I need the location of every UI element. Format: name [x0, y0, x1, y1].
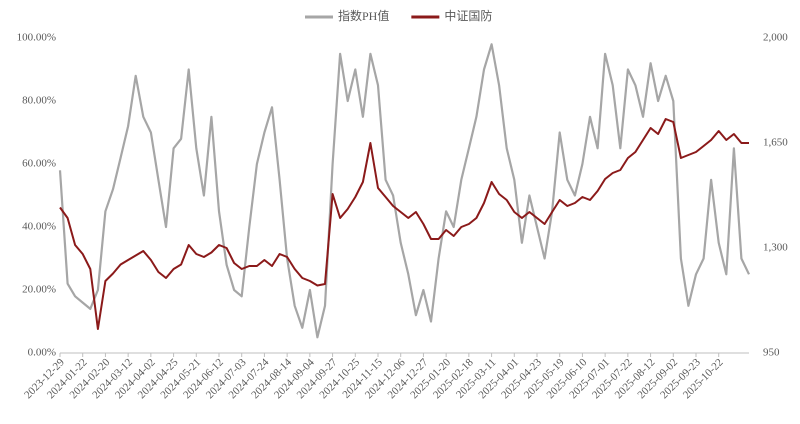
y-tick-label: 100.00% — [17, 32, 56, 44]
y-tick-label: 20.00% — [22, 284, 56, 296]
y-tick-label: 60.00% — [22, 158, 56, 170]
y-tick-label: 0.00% — [28, 347, 56, 359]
y-tick-label: 40.00% — [22, 221, 56, 233]
y2-tick-label: 2,000 — [763, 32, 788, 44]
y-tick-label: 80.00% — [22, 95, 56, 107]
series-line — [59, 118, 749, 330]
y2-tick-label: 1,650 — [763, 137, 788, 149]
legend-label: 指数PH值 — [338, 8, 389, 23]
y2-tick-label: 1,300 — [763, 242, 788, 254]
series-line — [58, 43, 750, 339]
y2-tick-label: 950 — [763, 347, 780, 359]
legend-label: 中证国防 — [444, 8, 492, 23]
